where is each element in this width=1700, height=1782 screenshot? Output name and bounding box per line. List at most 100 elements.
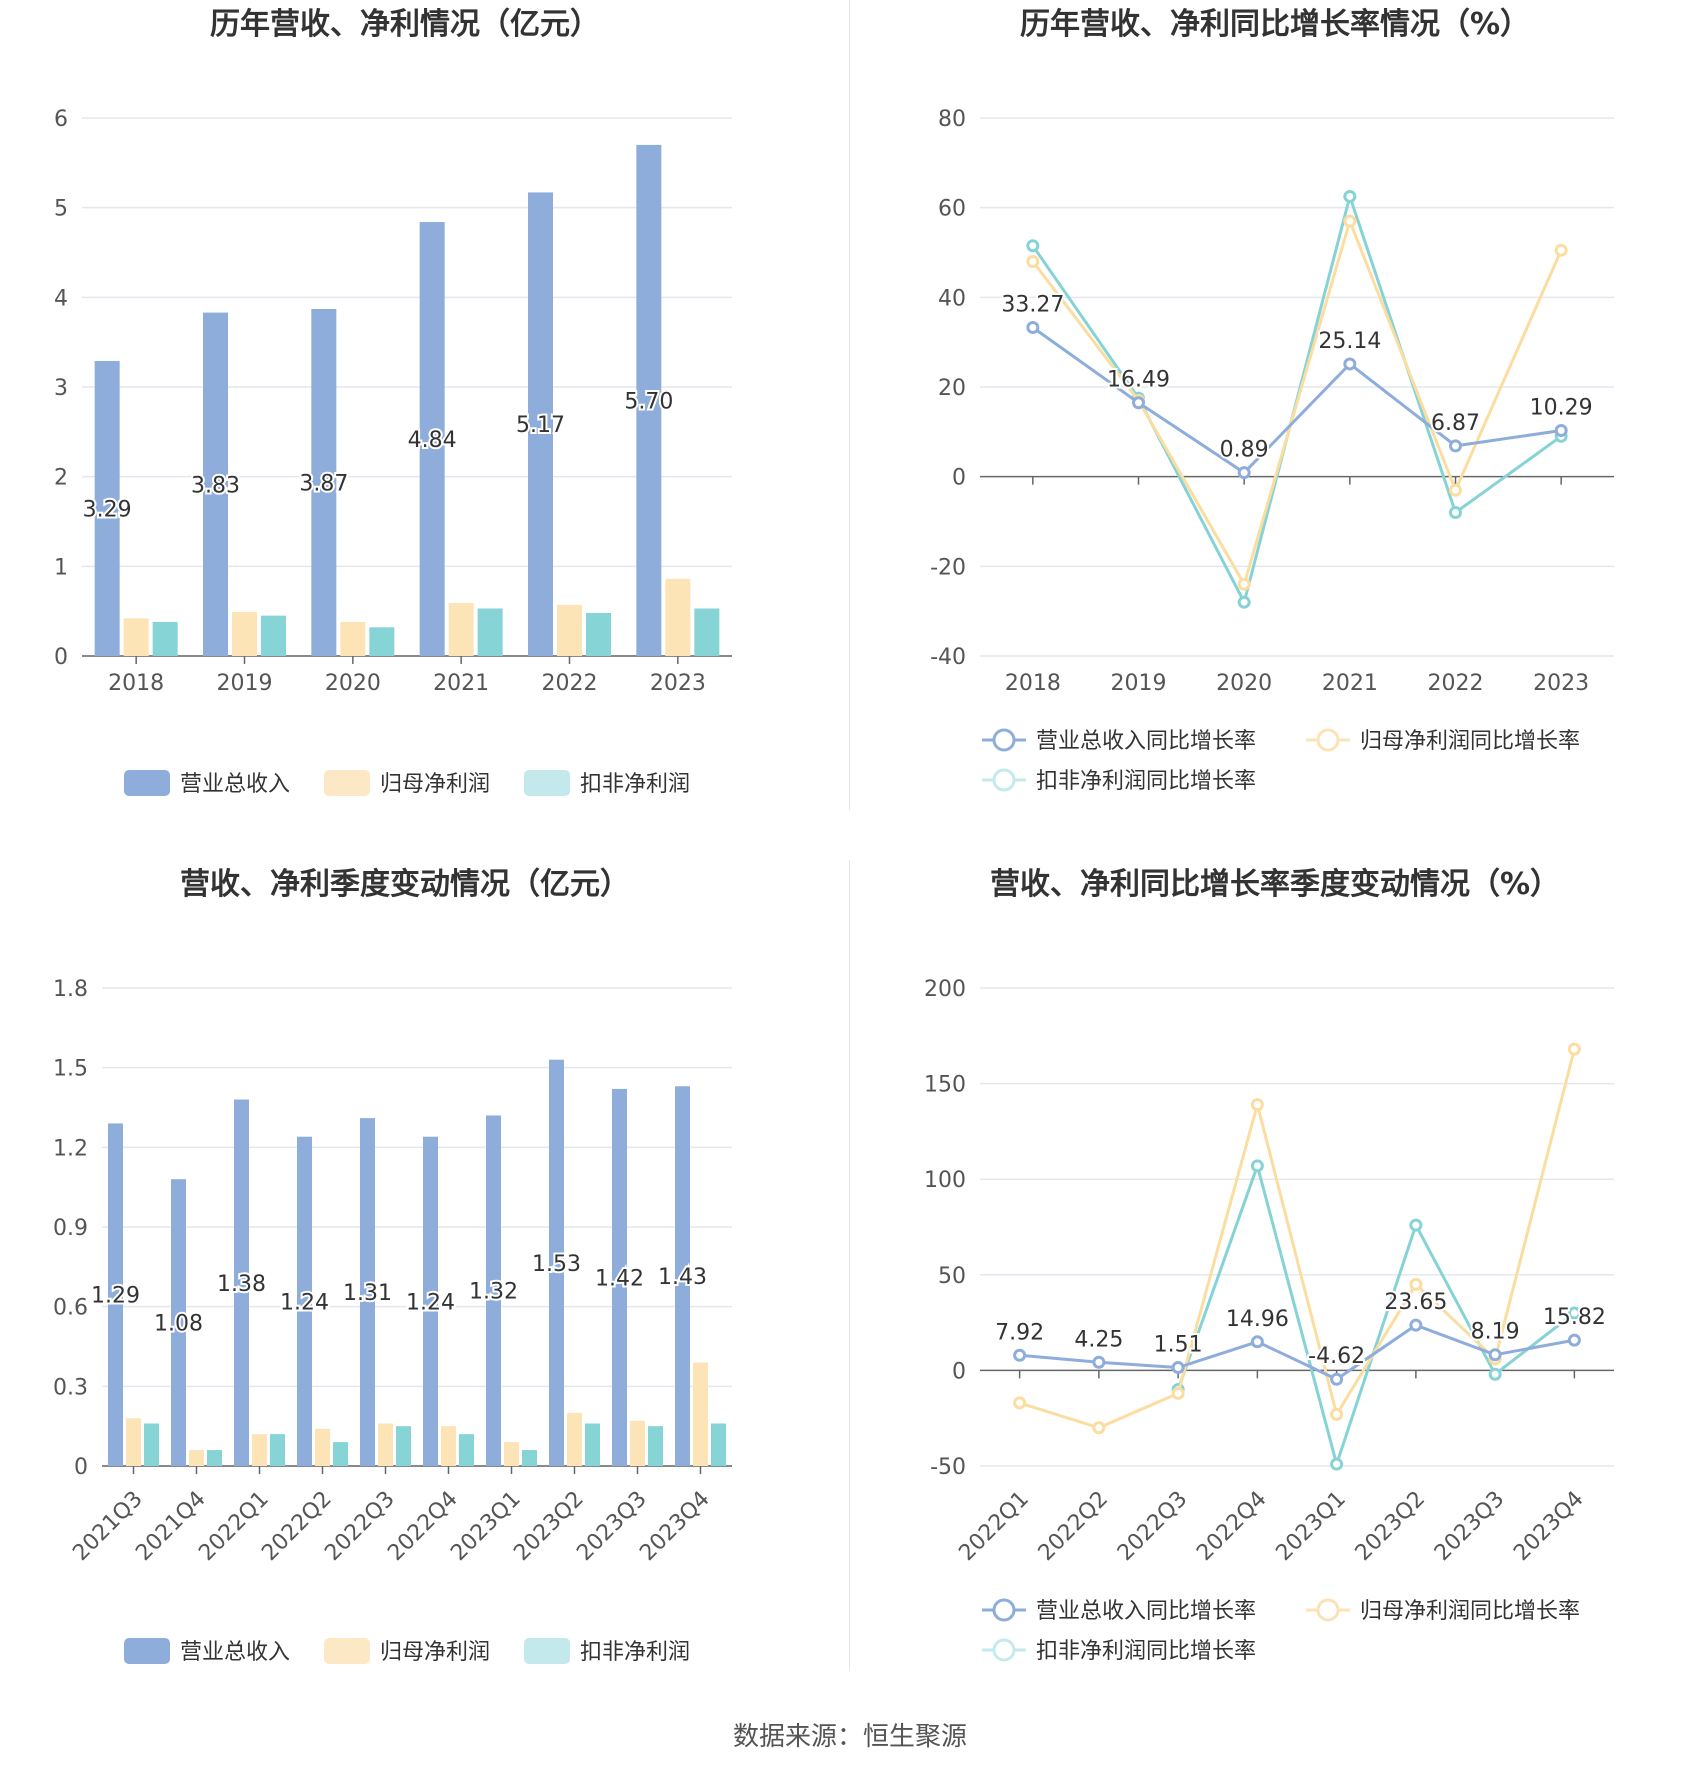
legend-label: 营业总收入同比增长率	[1036, 1599, 1256, 1624]
bar-net-profit	[340, 621, 366, 656]
data-point	[1343, 189, 1357, 203]
y-tick-label: 200	[924, 977, 966, 1002]
bar-net-profit	[693, 1362, 708, 1466]
data-point	[1343, 214, 1357, 228]
y-tick-label: 0	[952, 1359, 966, 1384]
bar-net-profit	[557, 604, 582, 656]
legend-marker	[992, 1638, 1016, 1662]
data-point	[1567, 1333, 1581, 1347]
data-label: 1.51	[1154, 1333, 1203, 1358]
data-label: 3.29	[83, 497, 132, 522]
data-label: 16.49	[1107, 368, 1170, 393]
bar-revenue	[419, 222, 445, 656]
bar-deducted-profit	[207, 1450, 222, 1466]
bar-revenue	[423, 1136, 438, 1466]
bar-deducted-profit	[522, 1450, 537, 1466]
data-point	[1250, 1159, 1264, 1173]
y-tick-label: 6	[54, 107, 68, 132]
bar-net-profit	[232, 612, 257, 656]
x-tick-label: 2023Q4	[635, 1487, 714, 1566]
x-tick-label: 2023	[650, 671, 706, 696]
data-label: 14.96	[1226, 1307, 1289, 1332]
x-tick-label: 2020	[1216, 671, 1272, 696]
bar-revenue	[675, 1086, 690, 1466]
data-source: 数据来源：恒生聚源	[732, 1722, 967, 1752]
x-tick-label: 2018	[1005, 671, 1061, 696]
bar-revenue	[297, 1136, 312, 1466]
bar-revenue	[486, 1115, 501, 1466]
data-point	[1026, 321, 1040, 335]
divider-top	[849, 0, 850, 810]
y-tick-label: -50	[930, 1455, 966, 1480]
data-point	[1554, 424, 1568, 438]
bar-revenue	[528, 192, 553, 656]
x-tick-label: 2023	[1533, 671, 1589, 696]
bar-deducted-profit	[711, 1423, 726, 1466]
bar-deducted-profit	[459, 1434, 474, 1466]
legend-label: 归母净利润同比增长率	[1360, 1599, 1580, 1624]
data-point	[1449, 483, 1462, 497]
bar-deducted-profit	[396, 1426, 411, 1466]
legend-marker	[1316, 1598, 1340, 1622]
chart-svg: 营收、净利季度变动情况（亿元）00.30.60.91.21.51.82021Q3…	[53, 867, 732, 1665]
bar-deducted-profit	[369, 627, 395, 656]
y-tick-label: 4	[54, 286, 68, 311]
y-tick-label: 0	[74, 1455, 88, 1480]
y-tick-label: 1.8	[53, 977, 88, 1002]
y-tick-label: 1.2	[53, 1136, 88, 1161]
legend-marker	[992, 1598, 1016, 1622]
legend-swatch	[524, 1638, 570, 1664]
data-label: 3.83	[191, 473, 240, 498]
bar-net-profit	[123, 618, 149, 656]
data-point	[1132, 396, 1145, 410]
chart-svg: 历年营收、净利情况（亿元） 0 1 2 3 4 5 6 2018 2019 2020 2021 2022…	[54, 7, 732, 797]
bar-net-profit	[630, 1420, 645, 1466]
data-point	[1026, 254, 1040, 268]
bar-deducted-profit	[586, 612, 611, 656]
data-label: 6.87	[1431, 411, 1480, 436]
data-label: 3.87	[299, 471, 348, 496]
y-tick-label: -40	[930, 645, 966, 670]
data-point	[1409, 1218, 1423, 1232]
legend-label: 营业总收入	[180, 772, 290, 797]
x-tick-label: 2023Q1	[1271, 1487, 1350, 1566]
data-point	[1250, 1335, 1264, 1349]
x-tick-label: 2020	[325, 671, 381, 696]
data-label: 25.14	[1318, 329, 1381, 354]
bar-deducted-profit	[477, 608, 503, 656]
y-tick-label: 0.3	[53, 1375, 88, 1400]
data-label: 1.38	[217, 1272, 266, 1297]
x-tick-label: 2023Q2	[1351, 1487, 1430, 1566]
data-label: 1.42	[595, 1266, 644, 1291]
x-tick-label: 2022	[1428, 671, 1484, 696]
series-line-net-profit	[1031, 216, 1563, 589]
legend-swatch	[324, 770, 370, 796]
data-label: 1.43	[658, 1265, 707, 1290]
bar-revenue	[108, 1123, 123, 1466]
data-label: 1.08	[154, 1312, 203, 1337]
bar-revenue	[612, 1088, 627, 1466]
divider-bottom	[849, 860, 850, 1670]
x-tick-label: 2022Q3	[1113, 1487, 1192, 1566]
y-tick-label: 0.9	[53, 1216, 88, 1241]
y-tick-label: 5	[54, 197, 68, 222]
annual-growth-rate-chart: 历年营收、净利同比增长率情况（%） -40 -20 0 20 40 60 80 2018 2019…	[850, 0, 1700, 860]
data-point	[1330, 1407, 1344, 1421]
data-label: 8.19	[1471, 1320, 1520, 1345]
legend-label: 归母净利润	[380, 772, 490, 797]
chart-svg: 营收、净利同比增长率季度变动情况（%） -50 0 50 100 150 200 2022Q1…	[924, 867, 1614, 1664]
legend-marker	[992, 728, 1016, 752]
data-label: 4.25	[1074, 1327, 1123, 1352]
bar-revenue	[636, 144, 662, 656]
data-label: 0.89	[1220, 438, 1269, 463]
data-point	[1250, 1098, 1264, 1112]
legend-label: 扣非净利润同比增长率	[1036, 769, 1256, 794]
y-tick-label: 0.6	[53, 1296, 88, 1321]
data-point	[1330, 1457, 1344, 1471]
legend-label: 归母净利润	[380, 1640, 490, 1665]
quarterly-revenue-profit-chart: 营收、净利季度变动情况（亿元） 0 0.3 0.6 0.9 1.2 1.5 1.8 2021Q3…	[0, 860, 850, 1720]
bar-deducted-profit	[648, 1426, 663, 1466]
bar-net-profit	[665, 578, 691, 656]
series-line-net-profit	[1019, 1048, 1576, 1430]
legend-label: 营业总收入	[180, 1640, 290, 1665]
